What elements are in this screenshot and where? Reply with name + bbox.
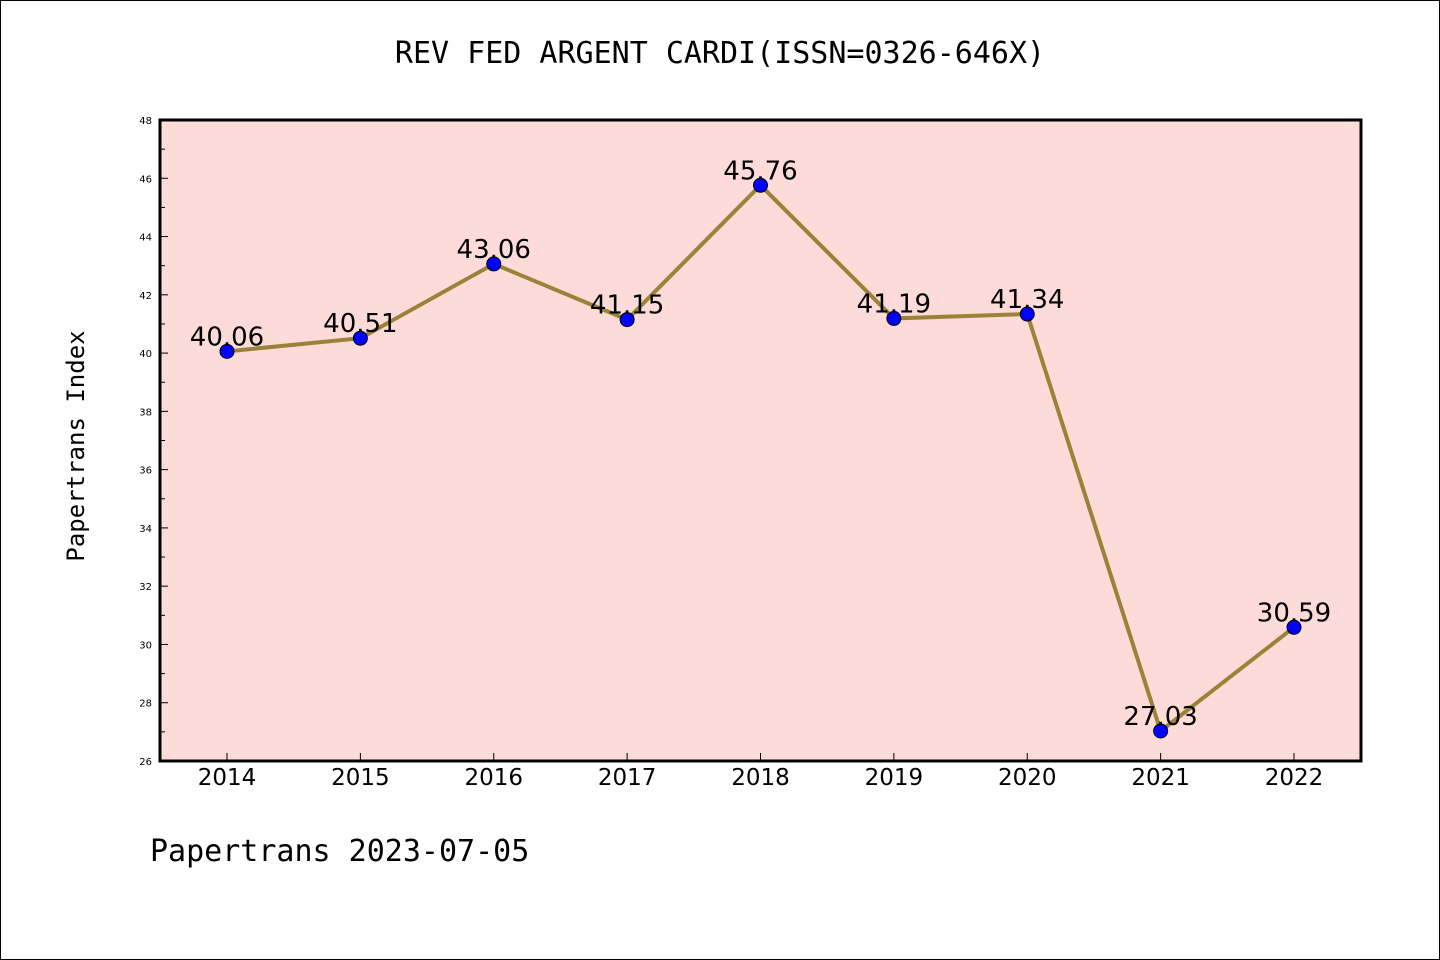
plot-border — [158, 118, 1363, 763]
y-tick-label: 38 — [139, 407, 152, 418]
y-tick-label: 42 — [139, 291, 152, 302]
x-tick-label: 2015 — [331, 765, 390, 791]
data-point — [753, 177, 768, 193]
x-tick-label: 2022 — [1265, 765, 1324, 791]
plot-area — [160, 120, 1361, 761]
chart-title: REV FED ARGENT CARDI(ISSN=0326-646X) — [394, 36, 1046, 71]
data-label: 30.59 — [1257, 598, 1331, 628]
data-point — [619, 312, 635, 328]
x-axis: 2014 2015 2016 2017 2018 2019 2020 2021 2022 — [198, 753, 1324, 791]
data-point — [1153, 723, 1169, 739]
data-point — [1286, 619, 1302, 635]
data-point — [219, 343, 235, 359]
data-label: 40.51 — [323, 309, 397, 339]
data-point — [486, 256, 502, 272]
x-tick-label: 2019 — [865, 765, 924, 791]
y-tick-label: 36 — [139, 466, 152, 477]
x-tick-label: 2017 — [598, 765, 657, 791]
x-tick-label: 2018 — [731, 765, 790, 791]
series-markers — [219, 177, 1302, 739]
data-labels: 40.06 40.51 43.06 41.15 45.76 41.19 41.34 27.03… — [190, 156, 1331, 732]
y-tick-label: 26 — [139, 757, 152, 768]
y-axis: 26 28 30 32 34 36 38 40 42 44 46 48 — [139, 116, 168, 768]
data-point — [352, 330, 368, 346]
y-tick-label: 30 — [139, 640, 152, 651]
x-tick-label: 2014 — [198, 765, 257, 791]
data-label: 27.03 — [1123, 702, 1197, 732]
y-tick-label: 32 — [139, 582, 152, 593]
data-label: 43.06 — [457, 235, 531, 265]
data-label: 41.15 — [590, 291, 664, 321]
y-tick-label: 44 — [139, 233, 152, 244]
x-tick-label: 2021 — [1131, 765, 1190, 791]
y-tick-label: 48 — [139, 116, 152, 127]
data-label: 41.19 — [857, 289, 931, 319]
x-tick-label: 2020 — [998, 765, 1057, 791]
data-label: 40.06 — [190, 322, 264, 352]
y-tick-label: 40 — [139, 349, 152, 360]
x-tick-label: 2016 — [464, 765, 523, 791]
y-tick-label: 28 — [139, 699, 152, 710]
data-point — [886, 310, 902, 326]
data-point — [1019, 306, 1035, 322]
footer-text: Papertrans 2023-07-05 — [150, 834, 530, 869]
data-label: 45.76 — [723, 156, 797, 186]
data-label: 41.34 — [990, 285, 1064, 315]
y-tick-label: 34 — [139, 524, 152, 535]
y-tick-label: 46 — [139, 174, 152, 185]
